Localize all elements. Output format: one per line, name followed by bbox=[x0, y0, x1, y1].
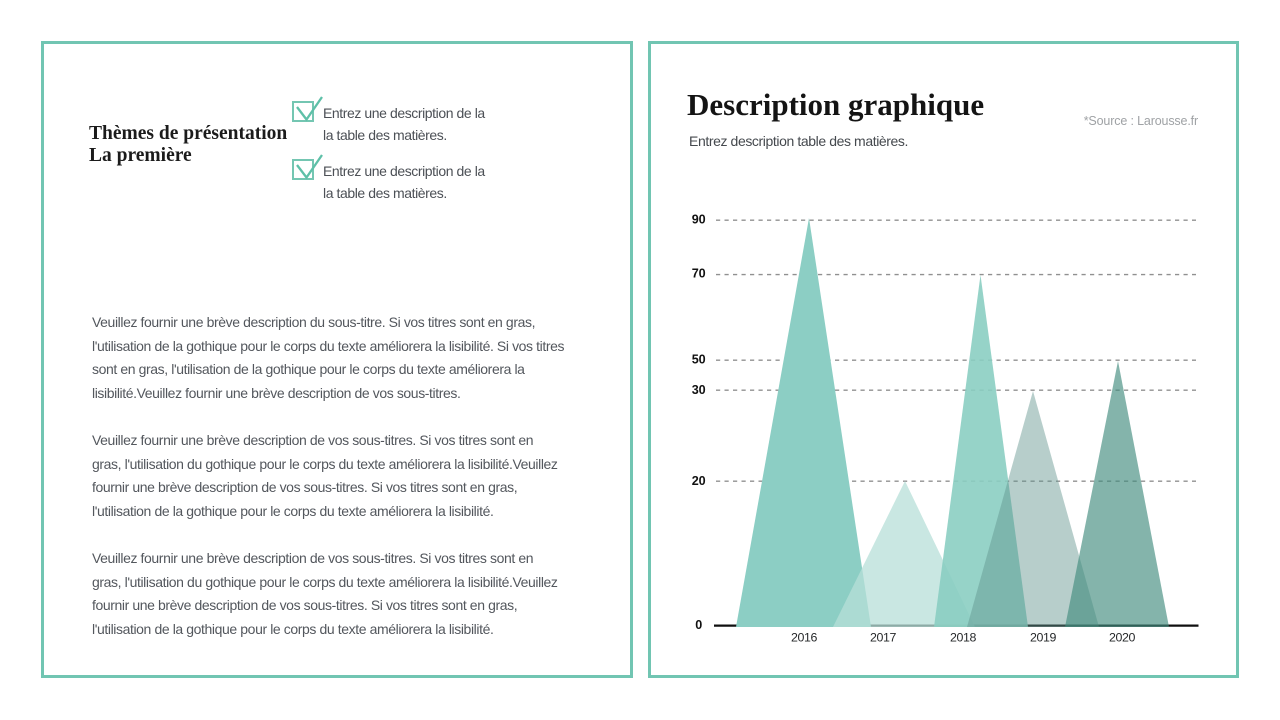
svg-text:2020: 2020 bbox=[1109, 631, 1135, 645]
svg-text:50: 50 bbox=[692, 353, 706, 367]
svg-text:30: 30 bbox=[692, 383, 706, 397]
svg-text:70: 70 bbox=[692, 267, 706, 281]
svg-text:2017: 2017 bbox=[870, 631, 896, 645]
svg-text:2016: 2016 bbox=[791, 631, 817, 645]
svg-text:0: 0 bbox=[695, 618, 702, 632]
svg-text:20: 20 bbox=[692, 474, 706, 488]
svg-text:2018: 2018 bbox=[950, 631, 976, 645]
svg-text:2019: 2019 bbox=[1030, 631, 1056, 645]
svg-text:90: 90 bbox=[692, 213, 706, 227]
